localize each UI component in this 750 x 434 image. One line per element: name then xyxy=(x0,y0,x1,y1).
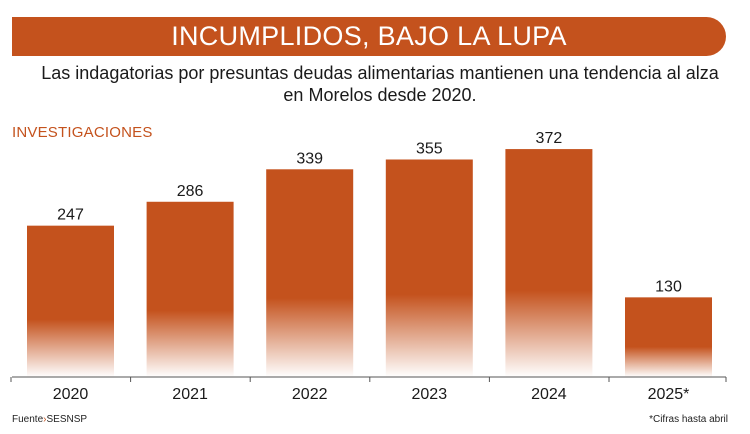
bar-2025 xyxy=(625,297,712,377)
x-tick-label-2023: 2023 xyxy=(412,386,448,403)
bar-2024 xyxy=(505,149,593,377)
x-tick-label-2022: 2022 xyxy=(292,386,328,403)
x-tick-label-2025: 2025* xyxy=(648,386,690,403)
data-label-2022: 339 xyxy=(296,150,323,167)
source-value: SESNSP xyxy=(46,414,88,425)
title-banner: INCUMPLIDOS, BAJO LA LUPA xyxy=(12,17,726,56)
data-label-2023: 355 xyxy=(416,140,443,157)
data-label-2021: 286 xyxy=(177,183,204,200)
data-label-2024: 372 xyxy=(536,130,563,147)
bars-group: 247 286 339 355 372 130 xyxy=(27,130,712,377)
source-separator-icon: › xyxy=(43,414,47,425)
x-tick-label-2021: 2021 xyxy=(172,386,208,403)
bar-2021 xyxy=(146,201,234,377)
chart-subtitle: Las indagatorias por presuntas deudas al… xyxy=(41,63,719,105)
bar-2020 xyxy=(27,225,114,377)
y-axis-label: INVESTIGACIONES xyxy=(12,124,153,141)
bar-2022 xyxy=(266,169,354,377)
footnote: *Cifras hasta abril xyxy=(649,414,728,425)
source-credit: Fuente›SESNSP xyxy=(12,414,87,425)
bar-2023 xyxy=(385,159,473,377)
data-label-2020: 247 xyxy=(57,207,84,224)
x-tick-label-2020: 2020 xyxy=(53,386,89,403)
data-label-2025: 130 xyxy=(655,278,682,295)
chart-title: INCUMPLIDOS, BAJO LA LUPA xyxy=(171,21,567,51)
x-ticks-group: 2020 2021 2022 2023 2024 2025* xyxy=(10,377,727,403)
x-tick-label-2024: 2024 xyxy=(531,386,567,403)
source-label: Fuente xyxy=(12,414,44,425)
